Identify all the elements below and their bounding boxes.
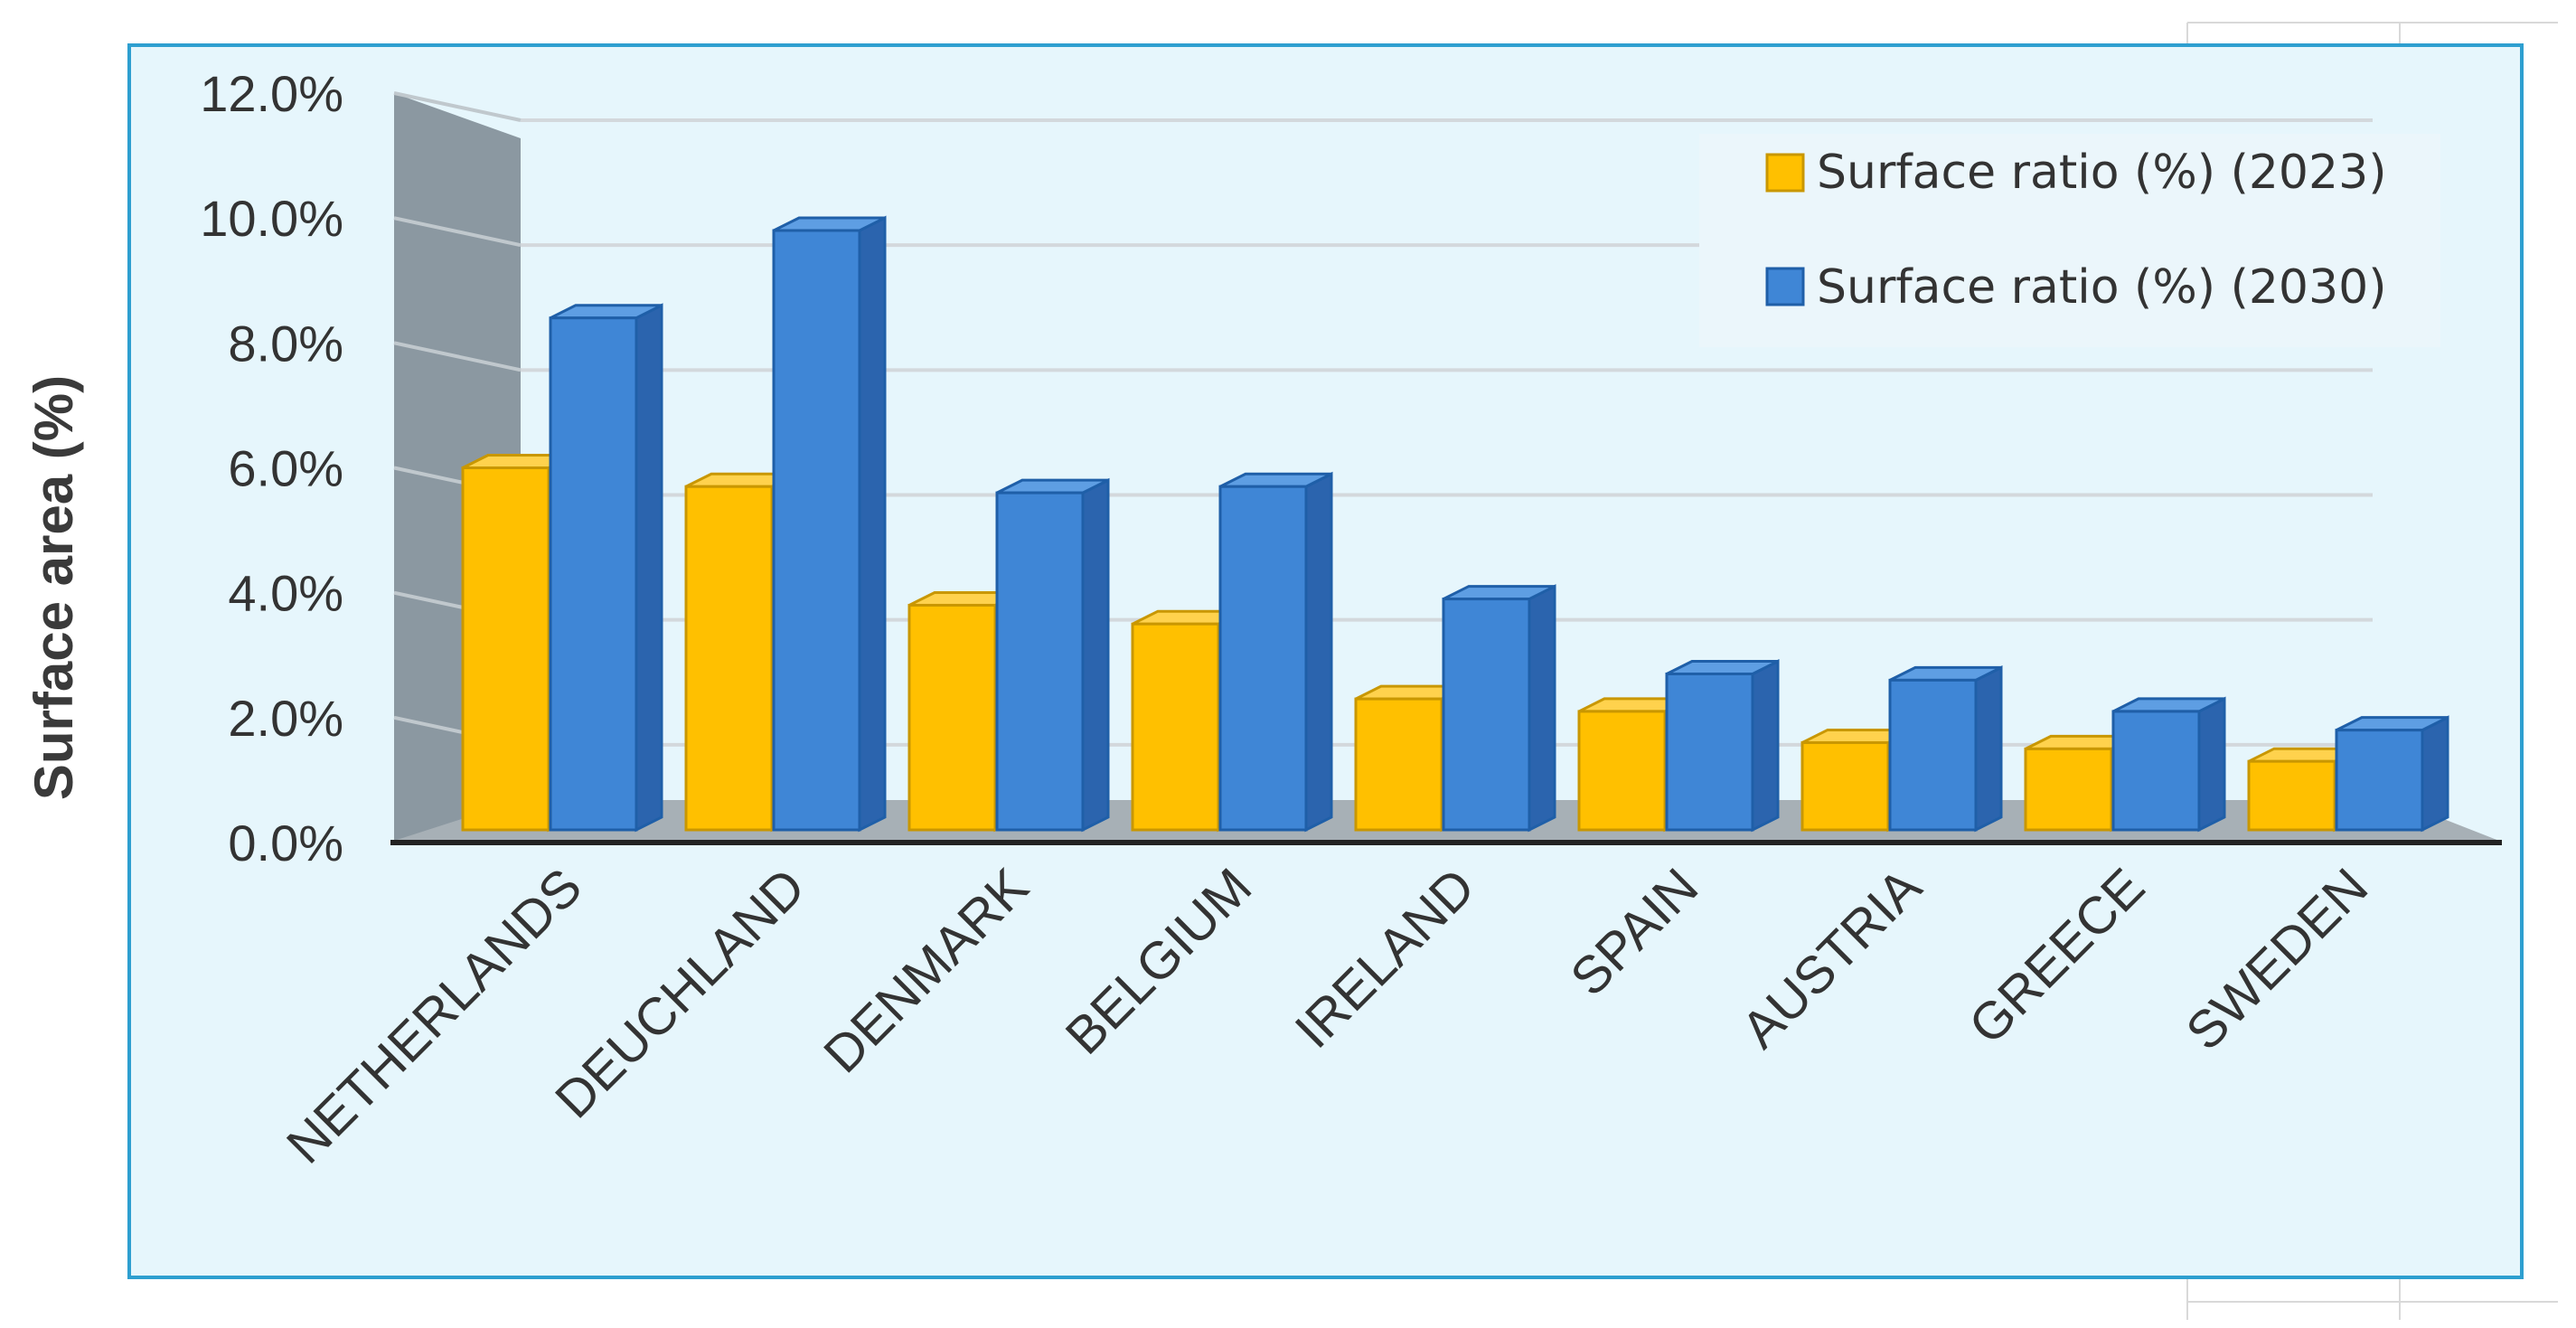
bar-2030-belgium — [1218, 471, 1333, 833]
bar-2030-ireland — [1442, 584, 1556, 833]
bar-front — [2111, 710, 2201, 832]
bar-2030-netherlands — [549, 303, 663, 833]
bar-side — [635, 303, 663, 833]
bar-front — [2247, 759, 2336, 832]
bar-front — [684, 485, 774, 832]
y-tick-label: 2.0% — [228, 690, 343, 747]
bar-side — [1528, 584, 1556, 833]
legend-item-2030: Surface ratio (%) (2030) — [1765, 260, 2386, 315]
bars — [461, 215, 2449, 833]
bar-front — [772, 229, 861, 832]
bar-front — [1354, 697, 1443, 832]
bar-2030-denmark — [995, 477, 1110, 833]
bar-front — [995, 491, 1085, 832]
bar-front — [1442, 598, 1531, 832]
bar-2023-sweden — [2247, 746, 2362, 833]
gridline-wall — [393, 341, 522, 372]
bar-2030-spain — [1665, 659, 1780, 833]
gridline-wall — [393, 91, 522, 122]
bar-2030-austria — [1888, 664, 2003, 833]
legend-swatch-2030 — [1765, 267, 1805, 306]
y-tick-label: 12.0% — [200, 65, 343, 122]
y-tick-label: 0.0% — [228, 815, 343, 871]
bar-side — [1751, 659, 1780, 833]
legend-item-2023: Surface ratio (%) (2023) — [1765, 146, 2386, 200]
legend-label-2030: Surface ratio (%) (2030) — [1817, 260, 2386, 315]
y-tick-label: 8.0% — [228, 315, 343, 372]
y-tick-labels: 0.0% 2.0% 4.0% 6.0% 8.0% 10.0% 12.0% — [200, 65, 343, 871]
y-tick-label: 6.0% — [228, 440, 343, 497]
bar-2030-greece — [2111, 696, 2226, 833]
bar-side — [1081, 477, 1110, 833]
bar-front — [1218, 485, 1308, 832]
bar-side — [1304, 471, 1333, 833]
bar-front — [549, 316, 638, 832]
y-axis-title: Surface area (%) — [24, 375, 84, 800]
bar-front — [1577, 710, 1667, 832]
legend-swatch-2023 — [1765, 153, 1805, 193]
bar-side — [858, 215, 887, 833]
bar-front — [2335, 729, 2424, 832]
bar-side — [2421, 715, 2449, 833]
y-tick-label: 4.0% — [228, 565, 343, 622]
bar-side — [2197, 696, 2226, 833]
bar-front — [2024, 747, 2113, 832]
bar-2030-deuchland — [772, 215, 887, 833]
legend: Surface ratio (%) (2023) Surface ratio (… — [1699, 134, 2440, 347]
bar-front — [1888, 678, 1978, 832]
legend-box — [1699, 134, 2440, 347]
bar-2030-sweden — [2335, 715, 2449, 833]
bar-side — [1974, 664, 2003, 833]
y-tick-label: 10.0% — [200, 190, 343, 247]
bar-front — [1800, 740, 1890, 832]
legend-label-2023: Surface ratio (%) (2023) — [1817, 146, 2386, 200]
bar-front — [1665, 672, 1754, 832]
bar-front — [907, 603, 997, 832]
gridline-wall — [393, 216, 522, 248]
bar-front — [461, 466, 550, 832]
bar-front — [1131, 622, 1220, 832]
